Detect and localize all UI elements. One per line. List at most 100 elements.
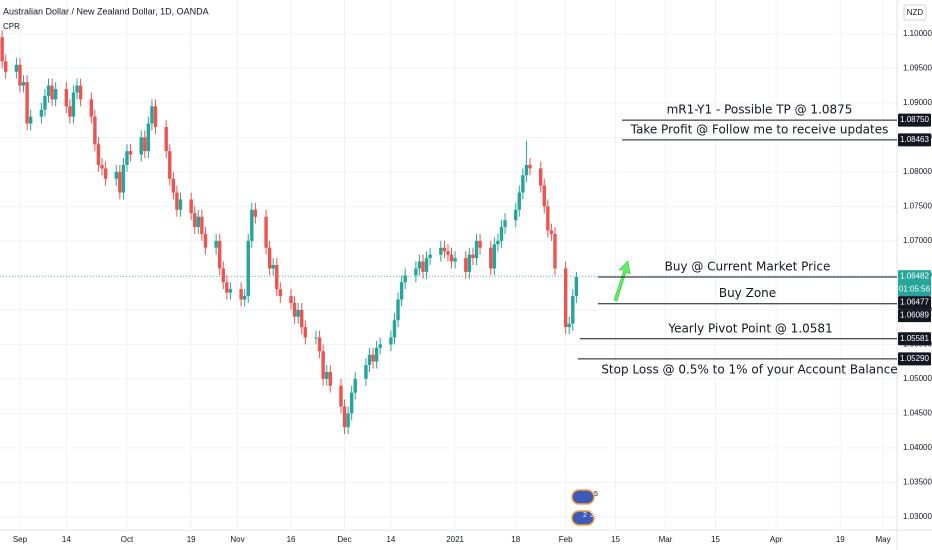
candle-body xyxy=(446,251,450,255)
candle-body xyxy=(200,216,204,234)
x-tick-label: Nov xyxy=(230,535,244,544)
candle-body xyxy=(399,282,404,300)
candle-body xyxy=(453,258,457,262)
candle-body xyxy=(474,240,479,259)
candle-body xyxy=(464,258,468,272)
price-axis-box-label: 1.05581 xyxy=(900,334,929,343)
candle-body xyxy=(417,261,422,269)
candle-body xyxy=(103,168,108,179)
candle-body xyxy=(146,123,151,152)
candle-body xyxy=(517,192,521,210)
candle-body xyxy=(314,337,318,339)
candle-body xyxy=(225,282,229,293)
candle-body xyxy=(278,289,283,297)
candle-body xyxy=(271,265,275,269)
chart-title: Australian Dollar / New Zealand Dollar, … xyxy=(3,6,209,16)
candle-body xyxy=(496,240,500,245)
candle-body xyxy=(121,164,126,193)
y-tick-label: 1.08000 xyxy=(903,167,932,176)
candle-body xyxy=(153,106,158,127)
event-badge xyxy=(571,510,595,526)
candle-body xyxy=(325,371,329,379)
candle-body xyxy=(128,151,133,155)
price-axis-box-label: 1.08750 xyxy=(900,115,929,124)
y-tick-label: 1.09500 xyxy=(903,63,932,72)
candle-body xyxy=(71,92,76,117)
candle-body xyxy=(542,185,546,207)
candle-body xyxy=(503,220,507,228)
x-tick-label: 2021 xyxy=(446,535,464,544)
price-axis-box-label: 1.06477 xyxy=(900,298,929,307)
candle-body xyxy=(317,337,322,352)
candle-body xyxy=(218,240,222,269)
candle-body xyxy=(175,192,179,210)
x-tick-label: 15 xyxy=(611,535,620,544)
candle-body xyxy=(118,171,122,193)
candle-body xyxy=(292,302,297,317)
candle-body xyxy=(499,227,504,241)
x-tick-label: 18 xyxy=(511,535,520,544)
currency-label: NZD xyxy=(907,8,924,17)
x-tick-label: 19 xyxy=(187,535,196,544)
price-axis-box-label: 1.06089 xyxy=(900,311,929,320)
candle-body xyxy=(478,240,482,248)
price-axis-box-label: 1.06482 xyxy=(900,272,929,281)
candle-body xyxy=(364,365,368,379)
candle-body xyxy=(339,385,343,407)
y-tick-label: 1.10000 xyxy=(903,29,932,38)
candle-body xyxy=(428,254,432,259)
candle-body xyxy=(239,289,243,300)
x-tick-label: Sep xyxy=(13,535,28,544)
candle-body xyxy=(89,99,94,117)
candle-body xyxy=(253,209,258,217)
x-tick-label: Dec xyxy=(337,535,351,544)
price-axis-box xyxy=(898,113,931,127)
candle-body xyxy=(242,296,247,300)
candle-body xyxy=(300,309,304,328)
candle-body xyxy=(196,216,201,228)
candle-body xyxy=(396,299,400,321)
x-tick-label: 16 xyxy=(287,535,296,544)
event-badge-count: 2 xyxy=(583,512,587,519)
price-axis-box-label: 1.05290 xyxy=(900,354,929,363)
candle-body xyxy=(467,254,472,272)
candle-body xyxy=(28,116,33,124)
candle-body xyxy=(53,89,58,100)
indicator-label: CPR xyxy=(3,22,20,31)
candle-body xyxy=(524,164,529,176)
candle-body xyxy=(549,230,554,234)
candle-body xyxy=(378,344,382,348)
candle-body xyxy=(43,95,47,110)
price-axis-box xyxy=(898,332,931,346)
price-axis-box-label: 1.08463 xyxy=(900,135,929,144)
y-tick-label: 1.03500 xyxy=(903,477,932,486)
candle-body xyxy=(439,247,443,255)
candle-body xyxy=(349,392,354,414)
candle-body xyxy=(125,151,129,165)
candle-body xyxy=(421,261,425,272)
candle-body xyxy=(367,354,372,366)
candle-body xyxy=(442,247,447,252)
price-line-text: Yearly Pivot Point @ 1.0581 xyxy=(667,321,832,335)
candle-body xyxy=(571,296,575,324)
currency-button[interactable] xyxy=(903,4,927,21)
candle-body xyxy=(574,276,579,297)
candle-body xyxy=(221,268,225,283)
price-line-text: Buy @ Current Market Price xyxy=(665,259,831,273)
candle-body xyxy=(214,240,218,248)
price-axis-box xyxy=(898,296,931,310)
candle-body xyxy=(521,175,525,193)
x-tick-label: 14 xyxy=(62,535,71,544)
candle-body xyxy=(492,244,497,269)
price-axis-box xyxy=(898,352,931,366)
price-axis-box-label: 01:05:56 xyxy=(899,285,931,294)
price-axis-box xyxy=(898,270,931,297)
x-tick-label: Mar xyxy=(659,535,673,544)
candle-body xyxy=(389,337,393,345)
price-axis-box xyxy=(898,309,931,323)
candle-body xyxy=(193,213,197,228)
candle-body xyxy=(346,413,350,428)
event-badge-count: 5 xyxy=(594,491,598,498)
price-line-text: Stop Loss @ 0.5% to 1% of your Account B… xyxy=(601,362,897,376)
